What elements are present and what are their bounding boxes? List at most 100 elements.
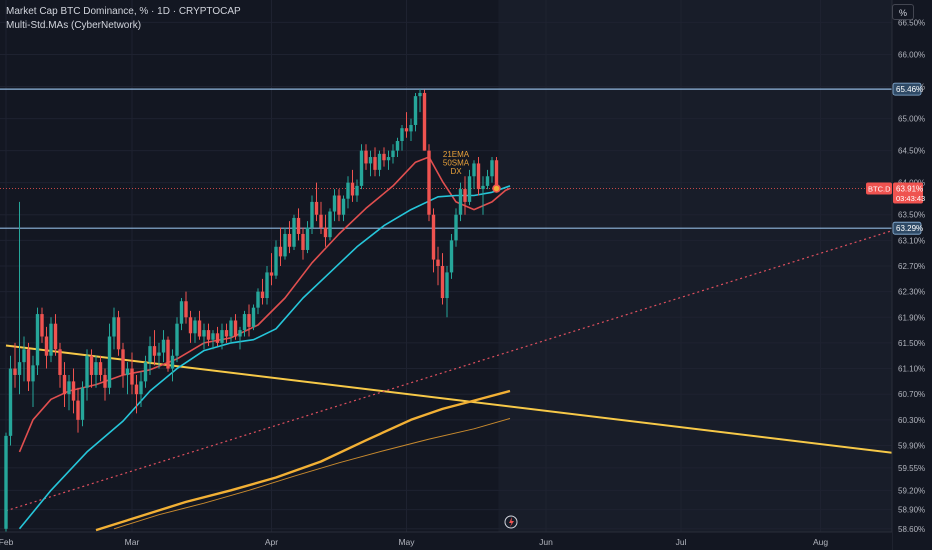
candle-body bbox=[197, 320, 202, 337]
candle-body bbox=[301, 233, 305, 250]
candle bbox=[463, 176, 467, 215]
time-axis-background bbox=[0, 532, 892, 550]
candle bbox=[94, 355, 98, 388]
candle-body bbox=[251, 307, 256, 327]
candle bbox=[80, 381, 85, 427]
indicator-label[interactable]: Multi-Std.MAs (CyberNetwork) bbox=[6, 20, 142, 31]
price-tick-label: 62.70% bbox=[898, 262, 925, 271]
candle-body bbox=[427, 150, 431, 215]
candle bbox=[184, 291, 188, 324]
candle-body bbox=[58, 349, 62, 375]
candle bbox=[256, 288, 260, 315]
price-tick-label: 58.60% bbox=[898, 525, 925, 534]
candle bbox=[373, 147, 377, 177]
candle bbox=[35, 307, 40, 375]
candle-body bbox=[314, 201, 319, 215]
percent-scale-button[interactable]: % bbox=[892, 4, 914, 20]
candle-body bbox=[4, 435, 8, 529]
candle-body bbox=[13, 368, 17, 375]
candle-body bbox=[256, 291, 260, 308]
candle bbox=[287, 221, 292, 254]
candle bbox=[485, 169, 490, 190]
candle bbox=[319, 201, 323, 234]
candle bbox=[377, 150, 382, 177]
candle-body bbox=[76, 400, 80, 420]
candle-body bbox=[364, 150, 368, 164]
ma-annotation-1: 50SMA bbox=[443, 159, 470, 168]
candle bbox=[395, 137, 400, 158]
candle-body bbox=[274, 246, 278, 276]
candle-body bbox=[440, 266, 445, 299]
candle-body bbox=[269, 272, 274, 276]
price-tick-label: 58.90% bbox=[898, 506, 925, 515]
time-axis: Feb Mar Apr May Jun Jul Aug bbox=[0, 531, 892, 550]
ma-line-200sma bbox=[95, 389, 511, 532]
price-tick-label: 59.55% bbox=[898, 464, 925, 473]
candle-body bbox=[454, 214, 458, 241]
candle-body bbox=[391, 150, 395, 158]
candle bbox=[188, 310, 193, 343]
candle-body bbox=[409, 124, 413, 132]
candle-body bbox=[449, 240, 454, 273]
candle-body bbox=[323, 227, 328, 238]
chart-title[interactable]: Market Cap BTC Dominance, % · 1D · CRYPT… bbox=[6, 6, 241, 17]
candle-body bbox=[382, 153, 386, 161]
candle bbox=[305, 221, 310, 254]
candle bbox=[386, 150, 391, 170]
candle bbox=[166, 336, 170, 372]
candle bbox=[364, 144, 368, 170]
candle-body bbox=[31, 365, 35, 382]
candle bbox=[175, 317, 179, 363]
level-badge-label-0: 65.46% bbox=[896, 85, 923, 94]
candle-body bbox=[310, 201, 314, 228]
ma-annotation-2: DX bbox=[450, 167, 462, 176]
candle bbox=[116, 310, 121, 356]
candle-body bbox=[152, 346, 157, 356]
candle-body bbox=[368, 157, 373, 164]
candle bbox=[454, 208, 458, 247]
candle-body bbox=[337, 195, 341, 215]
candle bbox=[490, 157, 494, 183]
candle-body bbox=[179, 301, 184, 324]
price-tick-label: 61.90% bbox=[898, 313, 925, 322]
candle bbox=[350, 169, 355, 202]
candle-body bbox=[26, 349, 31, 382]
time-tick-label: Feb bbox=[0, 537, 14, 547]
level-badge-label-1: 63.29% bbox=[896, 224, 923, 233]
candle-body bbox=[283, 233, 287, 257]
candle-body bbox=[175, 323, 179, 356]
time-tick-label: May bbox=[398, 537, 415, 547]
last-price-marker bbox=[492, 184, 501, 193]
candle bbox=[4, 432, 8, 532]
candle bbox=[359, 144, 364, 190]
candle bbox=[440, 253, 445, 305]
candle bbox=[269, 253, 274, 286]
candle-body bbox=[463, 189, 467, 202]
price-tick-label: 62.30% bbox=[898, 288, 925, 297]
candle bbox=[170, 349, 175, 382]
candle-body bbox=[458, 189, 463, 215]
candle bbox=[44, 326, 49, 369]
candle bbox=[215, 326, 220, 347]
candle bbox=[220, 323, 224, 350]
price-tick-label: 63.10% bbox=[898, 236, 925, 245]
candle-body bbox=[125, 368, 130, 375]
candle bbox=[242, 310, 247, 337]
candle-body bbox=[431, 214, 436, 260]
candle-body bbox=[400, 128, 404, 142]
candle bbox=[481, 176, 485, 215]
candle bbox=[296, 208, 301, 241]
candle-body bbox=[211, 333, 215, 340]
level-badge-0 bbox=[892, 82, 922, 96]
support-trendline bbox=[5, 344, 892, 454]
candle bbox=[112, 307, 116, 350]
price-tick-label: 60.30% bbox=[898, 416, 925, 425]
candle-body bbox=[170, 355, 175, 369]
candle bbox=[67, 374, 71, 411]
candle bbox=[229, 317, 233, 343]
candle bbox=[233, 314, 238, 340]
candle-body bbox=[188, 317, 193, 334]
candle-body bbox=[467, 176, 472, 202]
